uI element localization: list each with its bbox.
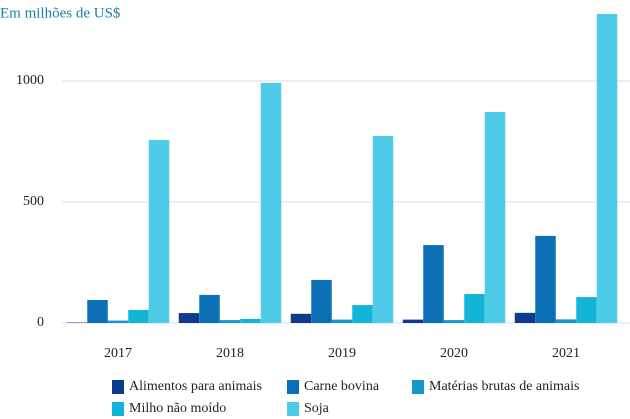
bar [576, 297, 597, 323]
bar [352, 305, 373, 323]
bar [423, 245, 444, 323]
legend-swatch [287, 380, 299, 394]
bar [464, 293, 485, 323]
legend-swatch [287, 402, 299, 416]
bar [372, 135, 394, 323]
legend-swatch [112, 380, 124, 394]
bar [240, 318, 261, 323]
y-tick-label: 500 [23, 194, 44, 209]
bar [87, 300, 108, 323]
y-tick-label: 1000 [16, 73, 44, 88]
legend-label: Carne bovina [304, 379, 380, 394]
bar [260, 82, 282, 323]
bar [290, 313, 312, 323]
bar [596, 13, 618, 323]
bar [443, 320, 465, 323]
bar [148, 140, 170, 323]
bar [402, 319, 424, 323]
bar [128, 309, 149, 323]
bar [199, 294, 220, 323]
legend-label: Matérias brutas de animais [429, 379, 579, 394]
x-tick-label: 2017 [104, 346, 132, 361]
legend-label: Soja [304, 401, 330, 416]
bar [331, 319, 353, 323]
bar [555, 319, 577, 323]
y-tick-label: 0 [37, 315, 44, 330]
bar [219, 320, 241, 323]
bar [107, 320, 129, 323]
x-tick-label: 2021 [552, 346, 580, 361]
legend-label: Alimentos para animais [129, 379, 262, 394]
bar [514, 312, 536, 323]
x-tick-label: 2020 [440, 346, 468, 361]
x-tick-label: 2018 [216, 346, 244, 361]
chart-subtitle: Em milhões de US$ [0, 5, 121, 21]
bar [178, 313, 200, 323]
bar [535, 235, 556, 323]
legend-swatch [412, 380, 424, 394]
bar [311, 279, 332, 323]
x-tick-label: 2019 [328, 346, 356, 361]
legend-label: Milho não moído [129, 401, 226, 416]
bar [484, 111, 506, 323]
legend-swatch [112, 402, 124, 416]
